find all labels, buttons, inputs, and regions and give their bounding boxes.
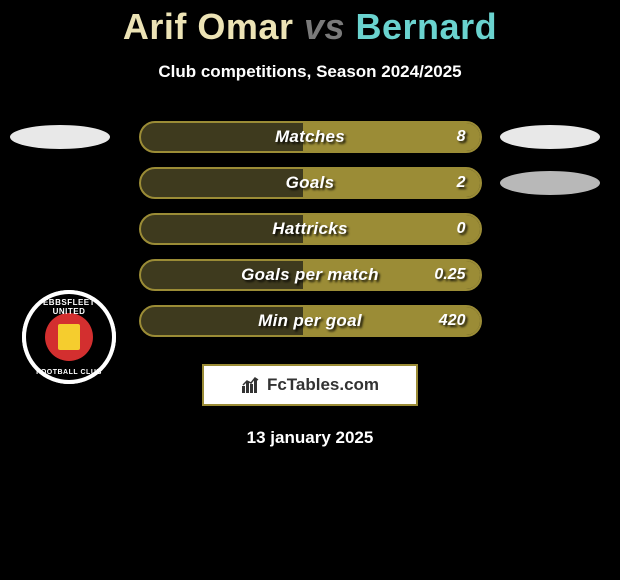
subtitle: Club competitions, Season 2024/2025 (0, 62, 620, 82)
stat-bar: Goals2 (139, 167, 482, 199)
stat-value: 0.25 (434, 266, 465, 284)
brand-chart-icon (241, 376, 261, 394)
brand-box: FcTables.com (202, 364, 418, 406)
player2-name: Bernard (356, 6, 498, 47)
date-text: 13 january 2025 (0, 428, 620, 448)
stat-bar: Min per goal420 (139, 305, 482, 337)
stat-value: 0 (457, 220, 466, 238)
stat-row: Goals per match0.25 (0, 252, 620, 298)
stat-label: Min per goal (141, 311, 480, 331)
stat-bar: Goals per match0.25 (139, 259, 482, 291)
stat-value: 8 (457, 128, 466, 146)
stat-label: Goals per match (141, 265, 480, 285)
page-title: Arif Omar vs Bernard (0, 6, 620, 48)
stat-row: Matches8 (0, 114, 620, 160)
stat-label: Goals (141, 173, 480, 193)
stat-rows: Matches8Goals2Hattricks0Goals per match0… (0, 114, 620, 344)
stat-label: Hattricks (141, 219, 480, 239)
brand-text: FcTables.com (267, 375, 379, 395)
stat-row: Min per goal420 (0, 298, 620, 344)
stat-bar: Hattricks0 (139, 213, 482, 245)
stat-row: Hattricks0 (0, 206, 620, 252)
versus-label: vs (304, 6, 345, 47)
stat-value: 420 (439, 312, 466, 330)
player1-name: Arif Omar (123, 6, 294, 47)
stat-label: Matches (141, 127, 480, 147)
page: Arif Omar vs Bernard Club competitions, … (0, 0, 620, 448)
stat-row: Goals2 (0, 160, 620, 206)
stats-container: EBBSFLEET UNITED FOOTBALL CLUB Matches8G… (0, 114, 620, 344)
stat-value: 2 (457, 174, 466, 192)
badge-bottom-text: FOOTBALL CLUB (26, 369, 112, 376)
stat-bar: Matches8 (139, 121, 482, 153)
